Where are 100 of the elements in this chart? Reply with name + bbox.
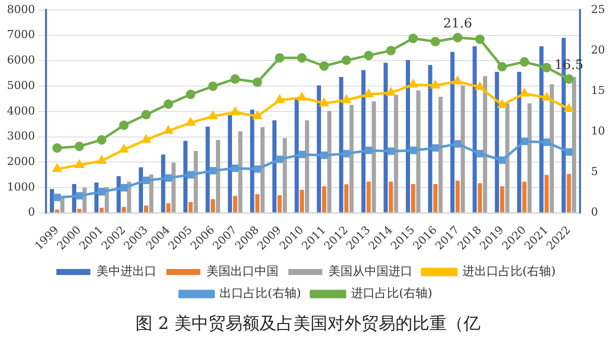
bar [161,154,166,212]
bar [206,126,210,212]
bar [327,110,332,212]
bar [450,52,455,212]
bar [55,210,60,212]
bar [282,138,287,212]
point [254,165,262,173]
bar [77,208,82,212]
point [564,104,574,112]
bar [100,208,104,212]
point [364,146,372,154]
bar [316,85,322,212]
legend-label: 美国出口中国 [206,264,278,278]
bar [544,174,549,212]
point [53,194,61,202]
point [96,135,106,145]
bar [411,184,416,212]
point [476,82,484,90]
y-tick-label: 4000 [6,104,35,118]
bar [294,99,299,212]
bar [278,195,282,212]
y2-tick-label: 5 [591,165,598,178]
bar [188,202,193,212]
bar [344,184,348,212]
point [141,110,151,120]
point [252,77,262,87]
bar [527,103,532,212]
point [430,36,440,46]
point [520,88,529,97]
point [431,80,440,88]
legend-label: 美国从中国进口 [328,264,412,278]
point [276,156,284,164]
point [342,56,352,66]
point [542,62,552,72]
point [52,143,62,153]
point [120,184,128,192]
point [475,34,485,44]
point [298,150,306,158]
legend-label: 美中进出口 [96,264,156,278]
bar [210,199,215,212]
data-label: 21.6 [443,16,472,32]
point [386,46,396,56]
y-tick-label: 2000 [6,155,35,168]
point [342,95,351,104]
point [275,95,284,104]
point [476,150,484,158]
bar [116,176,121,212]
bar [238,131,242,212]
point [565,148,573,156]
bar [388,182,393,212]
bar [216,140,220,212]
point [320,152,328,159]
bar [566,174,571,212]
legend-label: 出口占比(右轴) [220,286,302,300]
bar [228,114,232,212]
legend-label: 进口占比(右轴) [351,286,432,300]
y-tick-label: 0 [28,206,35,219]
point [408,34,418,44]
bar [183,140,188,212]
point [452,32,462,42]
legend-label: 进出口占比(右轴) [462,264,556,278]
bar [494,72,500,212]
bar [416,90,420,212]
point [164,174,172,182]
y2-tick-label: 15 [591,84,606,98]
bar [517,72,522,212]
point [564,74,574,84]
bar [138,167,144,212]
bar [171,162,176,212]
bar [482,76,488,212]
point [76,192,84,200]
point [52,164,62,172]
point [75,160,84,168]
bar [460,85,465,212]
point [542,138,550,146]
point [142,176,150,184]
bar [572,76,576,212]
y2-tick-label: 10 [591,124,606,138]
bar [194,150,198,212]
point [297,53,307,63]
point [498,156,506,164]
point [164,99,174,109]
point [454,140,462,148]
point [432,144,440,152]
bar [250,110,254,212]
bar [339,76,344,212]
point [186,90,196,100]
y2-tick-label: 20 [591,43,606,56]
y-tick-label: 5000 [6,78,35,92]
y-tick-label: 6000 [6,54,35,67]
bar [166,203,170,212]
bar [394,94,398,212]
point [520,138,528,146]
bar [384,62,388,212]
text: 图 2 美中贸易额及占美国对外贸易的比重（亿 [134,313,482,335]
y2-tick-label: 25 [591,2,606,16]
point [387,147,395,155]
bar [50,189,54,212]
point [231,164,239,172]
bar [433,184,438,212]
